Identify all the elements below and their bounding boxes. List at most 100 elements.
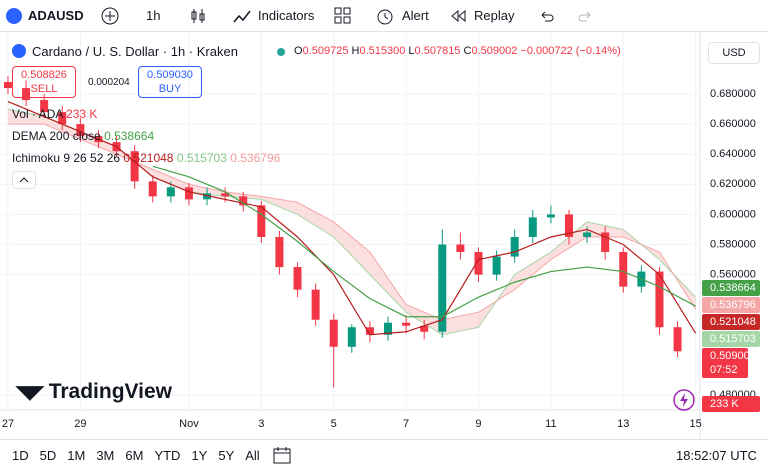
y-tick-label: 0.600000 bbox=[710, 208, 756, 220]
x-tick-label: 11 bbox=[545, 418, 556, 430]
indicators-icon[interactable] bbox=[232, 6, 252, 26]
symbol[interactable]: ADAUSD bbox=[28, 8, 84, 23]
value: 0.521048 bbox=[123, 151, 174, 165]
range-button[interactable]: 1Y bbox=[191, 448, 208, 463]
range-button[interactable]: 5D bbox=[39, 448, 57, 463]
candle-body bbox=[601, 232, 610, 253]
candle-body bbox=[619, 252, 628, 287]
x-tick-label: 29 bbox=[74, 418, 86, 430]
candle-body bbox=[275, 236, 284, 268]
candle-body bbox=[76, 124, 85, 137]
candle-body bbox=[203, 193, 212, 200]
range-button[interactable]: 1M bbox=[67, 448, 86, 463]
logo: ◥◤ TradingView bbox=[16, 380, 172, 404]
add-symbol[interactable] bbox=[100, 6, 120, 26]
label: DEMA 200 close bbox=[12, 129, 101, 143]
alert-icon[interactable] bbox=[375, 6, 395, 26]
price-tag bbox=[702, 280, 760, 296]
divider bbox=[0, 439, 768, 440]
divider bbox=[0, 31, 768, 32]
candle-body bbox=[329, 319, 338, 347]
label: Vol · ADA bbox=[12, 107, 63, 121]
candle-body bbox=[528, 217, 537, 237]
candle-body bbox=[402, 322, 411, 326]
price-tag bbox=[702, 331, 760, 347]
buy-button[interactable]: 0.509030 BUY bbox=[138, 66, 202, 98]
sell-button[interactable]: 0.508826 SELL bbox=[12, 66, 76, 98]
change: −0.000722 (−0.14%) bbox=[520, 45, 621, 57]
clock: 18:52:07 UTC bbox=[676, 448, 757, 463]
label: Ichimoku 9 26 52 26 bbox=[12, 151, 121, 165]
sell-price: 0.508826 bbox=[21, 69, 67, 81]
label: O bbox=[294, 45, 303, 57]
label: H bbox=[351, 45, 360, 57]
collapse-button[interactable] bbox=[12, 171, 36, 189]
range-button[interactable]: 1D bbox=[12, 448, 29, 463]
range-button[interactable]: All bbox=[245, 448, 260, 463]
alert[interactable]: Alert bbox=[402, 8, 429, 23]
x-tick-label: 3 bbox=[258, 418, 264, 430]
chart-type[interactable] bbox=[188, 6, 208, 26]
symbol-icon bbox=[6, 8, 22, 24]
candle-body bbox=[221, 193, 230, 197]
candle-body bbox=[3, 82, 12, 89]
candle-body bbox=[166, 187, 175, 197]
logo-text: TradingView bbox=[48, 380, 173, 403]
range-button[interactable]: 3M bbox=[96, 448, 115, 463]
logo-mark: ◥◤ bbox=[16, 382, 49, 402]
undo-redo[interactable] bbox=[538, 8, 598, 24]
candle-body bbox=[673, 327, 682, 352]
price-tag-label: 233 K bbox=[710, 398, 739, 410]
candle-body bbox=[148, 181, 157, 197]
price-tag bbox=[702, 297, 760, 313]
price-tag bbox=[702, 314, 760, 330]
value: 0.515300 bbox=[359, 45, 406, 57]
replay-icon[interactable] bbox=[450, 8, 466, 24]
label: C bbox=[463, 45, 472, 57]
cloud bbox=[7, 109, 696, 335]
candle-body bbox=[438, 244, 447, 332]
candle-body bbox=[22, 88, 31, 101]
layouts[interactable] bbox=[333, 6, 353, 26]
candle-body bbox=[510, 236, 519, 257]
label: L bbox=[408, 45, 415, 57]
y-tick-label: 0.680000 bbox=[710, 88, 756, 100]
candle-body bbox=[130, 151, 139, 182]
value: 0.507815 bbox=[414, 45, 461, 57]
dema-legend: DEMA 200 close 0.538664 bbox=[12, 129, 154, 143]
candle-body bbox=[293, 267, 302, 290]
indicators[interactable]: Indicators bbox=[258, 8, 315, 23]
conversion-line bbox=[7, 101, 697, 336]
y-tick-label: 0.660000 bbox=[710, 118, 756, 130]
replay[interactable]: Replay bbox=[474, 8, 515, 23]
price-tag-label: 0.538664 bbox=[710, 282, 756, 294]
candle-body bbox=[655, 271, 664, 328]
x-tick-label: 5 bbox=[331, 418, 337, 430]
price-tag-label: 0.521048 bbox=[710, 316, 756, 328]
interval[interactable]: 1h bbox=[146, 8, 161, 23]
ichimoku-legend: Ichimoku 9 26 52 26 0.521048 0.515703 0.… bbox=[12, 151, 280, 165]
x-tick-label: 15 bbox=[690, 418, 702, 430]
value: 0.515703 bbox=[176, 151, 227, 165]
currency[interactable]: USD bbox=[708, 42, 760, 64]
x-tick-label: 9 bbox=[475, 418, 481, 430]
assistant-icon[interactable] bbox=[672, 388, 696, 412]
range-button[interactable]: 6M bbox=[125, 448, 144, 463]
price-tag-label: 0.536796 bbox=[710, 299, 756, 311]
status-dot bbox=[277, 48, 285, 56]
candle-body bbox=[184, 187, 193, 200]
range-button[interactable]: YTD bbox=[154, 448, 181, 463]
y-tick-label: 0.560000 bbox=[710, 268, 756, 280]
sell-label: SELL bbox=[30, 83, 58, 95]
value: 0.509002 bbox=[471, 45, 518, 57]
date-range[interactable] bbox=[272, 445, 292, 465]
value: 0.509725 bbox=[302, 45, 349, 57]
chart: 0.680000 0.660000 0.640000 0.620000 0.600000… bbox=[0, 32, 760, 440]
buy-price: 0.509030 bbox=[147, 69, 193, 81]
span-b bbox=[7, 123, 697, 321]
spread: 0.000204 bbox=[88, 77, 130, 88]
candle-body bbox=[456, 244, 465, 253]
range-button[interactable]: 5Y bbox=[218, 448, 235, 463]
ohlc: O0.509725 H0.515300 L0.507815 C0.509002 … bbox=[294, 45, 621, 57]
y-tick-label: 0.620000 bbox=[710, 178, 756, 190]
